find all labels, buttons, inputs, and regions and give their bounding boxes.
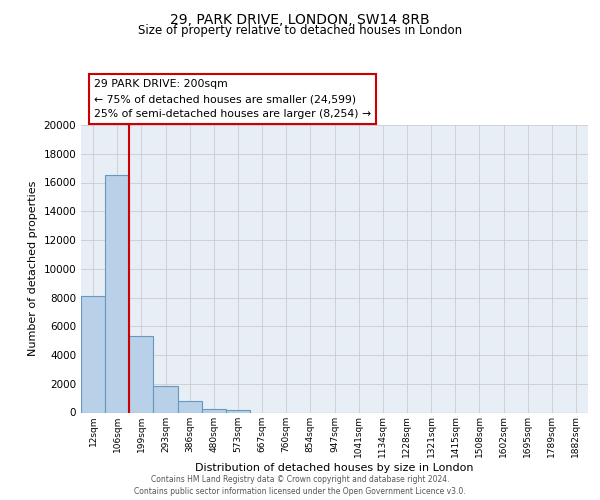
Bar xyxy=(178,401,202,412)
Bar xyxy=(202,409,226,412)
Text: Contains HM Land Registry data © Crown copyright and database right 2024.
Contai: Contains HM Land Registry data © Crown c… xyxy=(134,474,466,496)
Bar xyxy=(129,336,154,412)
Bar xyxy=(226,410,250,412)
Text: Size of property relative to detached houses in London: Size of property relative to detached ho… xyxy=(138,24,462,37)
Bar xyxy=(81,296,105,412)
Text: 29 PARK DRIVE: 200sqm
← 75% of detached houses are smaller (24,599)
25% of semi-: 29 PARK DRIVE: 200sqm ← 75% of detached … xyxy=(94,79,371,119)
X-axis label: Distribution of detached houses by size in London: Distribution of detached houses by size … xyxy=(195,463,474,473)
Bar xyxy=(105,176,129,412)
Bar xyxy=(154,386,178,412)
Text: 29, PARK DRIVE, LONDON, SW14 8RB: 29, PARK DRIVE, LONDON, SW14 8RB xyxy=(170,12,430,26)
Y-axis label: Number of detached properties: Number of detached properties xyxy=(28,181,38,356)
